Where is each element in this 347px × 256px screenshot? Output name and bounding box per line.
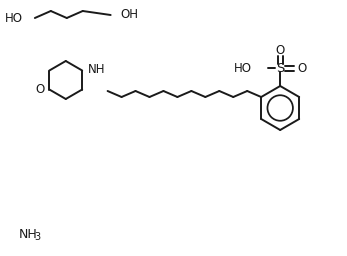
Text: NH: NH [19,228,38,240]
Text: HO: HO [234,61,252,74]
Text: S: S [276,61,285,74]
Text: OH: OH [121,8,138,22]
Text: O: O [297,61,307,74]
Text: O: O [276,44,285,57]
Text: 3: 3 [34,232,40,242]
Text: O: O [35,83,44,96]
Text: NH: NH [88,63,106,76]
Text: HO: HO [5,12,23,25]
